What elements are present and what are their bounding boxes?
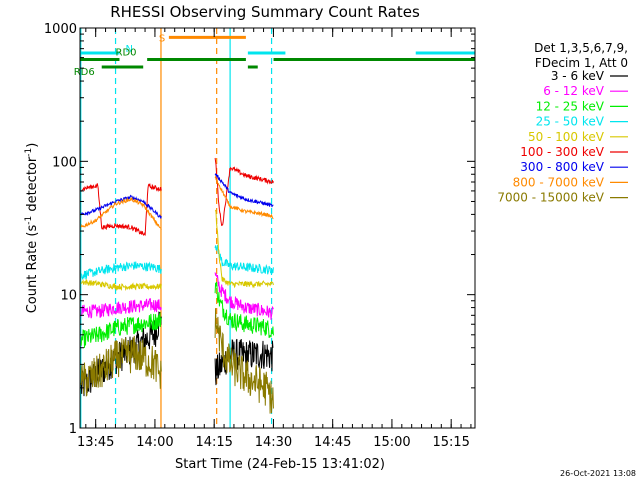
legend: Det 1,3,5,6,7,9,FDecim 1, Att 03 - 6 keV… [497,41,628,205]
legend-entry-label: 6 - 12 keV [543,84,605,98]
series-line [80,282,274,348]
legend-entry-label: 800 - 7000 keV [513,175,605,189]
status-flags: N S RD0 RD6 [74,33,475,78]
x-axis-label: Start Time (24-Feb-15 13:41:02) [175,457,385,472]
y-tick-label: 10 [60,289,77,304]
axes: 1 10 100 1000 13:45 14:00 14:15 14:30 14:45 15:00… [44,22,476,450]
flag-label: RD6 [74,67,95,78]
series-line [80,209,274,292]
y-axis-label: Count Rate (s-1 detector-1) [24,143,40,314]
flag-label: RD0 [116,48,137,59]
series-line [80,244,274,281]
legend-entry-label: 7000 - 15000 keV [497,191,604,205]
legend-entry-label: 3 - 6 keV [551,69,605,83]
x-tick-label: 15:15 [432,435,469,450]
x-tick-label: 14:00 [136,435,173,450]
legend-header: Det 1,3,5,6,7,9, [534,41,628,55]
legend-entry-label: 300 - 800 keV [520,160,604,174]
plot-frame [79,27,476,429]
y-tick-label: 100 [52,155,77,170]
series-line [80,172,274,219]
flag-label: N [126,44,133,55]
series-line [80,308,274,414]
date-stamp: 26-Oct-2021 13:08 [560,469,636,478]
flag-label: S [159,33,165,44]
legend-entry-label: 12 - 25 keV [536,99,605,113]
series-line [80,272,274,320]
x-tick-label: 15:00 [373,435,410,450]
chart-title: RHESSI Observing Summary Count Rates [110,3,420,21]
legend-entry-label: 50 - 100 keV [528,130,605,144]
x-tick-label: 14:30 [255,435,292,450]
series-line [81,157,274,237]
legend-header: FDecim 1, Att 0 [535,56,628,70]
y-tick-label: 1 [69,422,77,437]
y-tick-label: 1000 [44,22,77,37]
series-lines [80,157,274,414]
legend-entry-label: 100 - 300 keV [520,145,604,159]
x-tick-label: 14:45 [314,435,351,450]
x-tick-label: 14:15 [195,435,232,450]
series-line [80,175,274,230]
legend-entry-label: 25 - 50 keV [536,115,605,129]
x-tick-label: 13:45 [77,435,114,450]
